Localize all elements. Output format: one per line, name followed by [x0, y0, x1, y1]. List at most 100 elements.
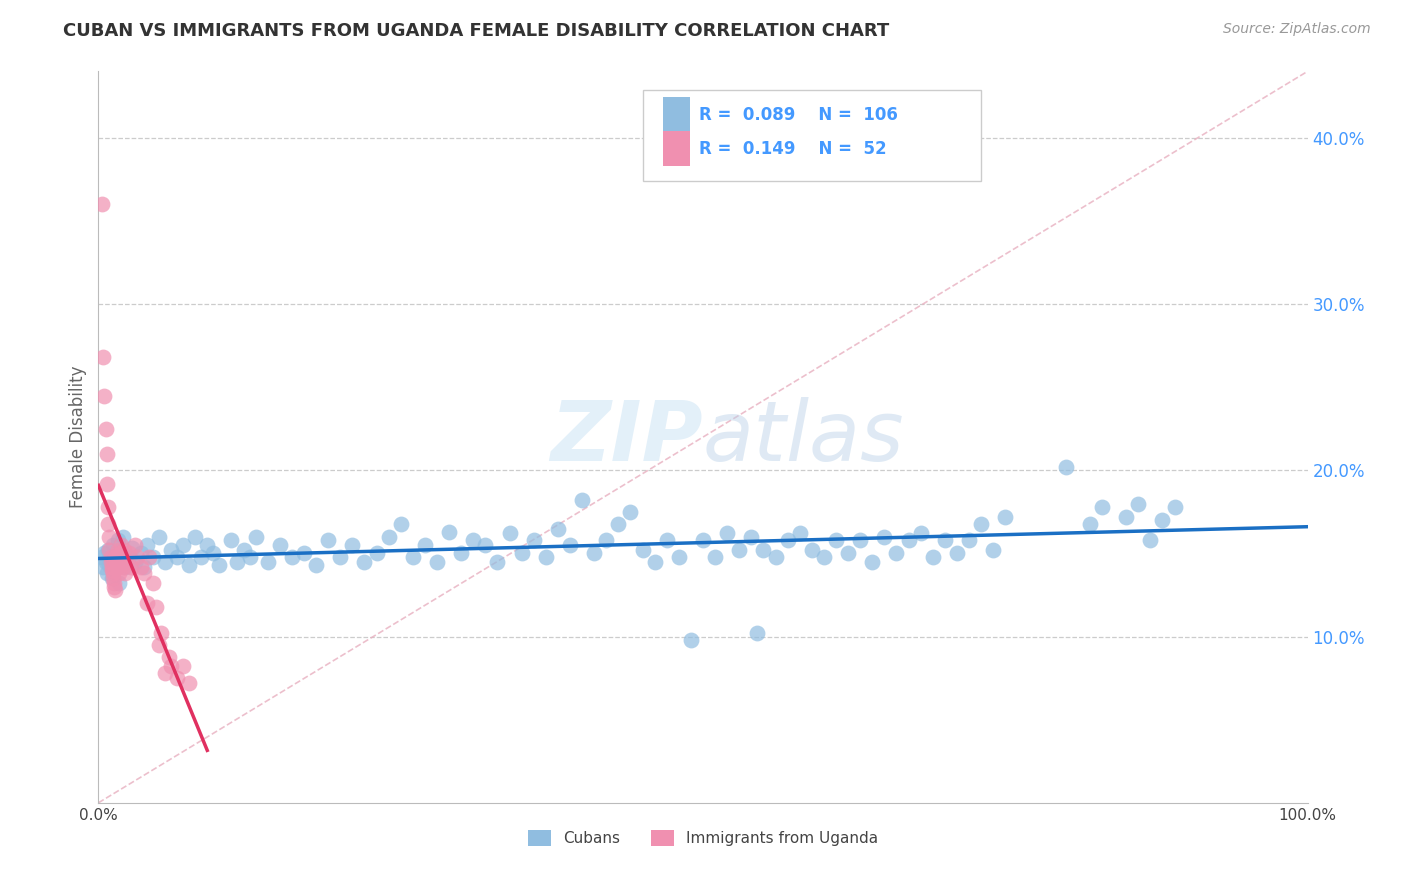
Point [789, 526, 811, 541]
Point [256, 555, 278, 569]
Point [970, 516, 993, 531]
Point [138, 549, 160, 564]
Point [583, 546, 606, 560]
Point [105, 555, 128, 569]
Point [825, 533, 848, 548]
FancyBboxPatch shape [664, 97, 690, 132]
Point [153, 555, 176, 569]
Point [134, 566, 156, 581]
Point [114, 566, 136, 581]
Point [127, 549, 149, 564]
Point [104, 549, 127, 564]
Point [160, 659, 183, 673]
Text: Source: ZipAtlas.com: Source: ZipAtlas.com [1223, 22, 1371, 37]
Point [547, 521, 569, 535]
Point [1091, 500, 1114, 514]
Point [145, 599, 167, 614]
Point [668, 549, 690, 564]
Point [377, 530, 399, 544]
Point [860, 555, 883, 569]
Text: R =  0.149    N =  52: R = 0.149 N = 52 [699, 140, 887, 158]
Point [96, 476, 118, 491]
Point [498, 526, 520, 541]
Point [107, 549, 129, 564]
Point [129, 546, 152, 560]
Point [837, 546, 859, 560]
Point [413, 538, 436, 552]
Point [108, 566, 131, 581]
Point [910, 526, 932, 541]
Point [97, 500, 120, 514]
Point [91, 549, 114, 564]
Point [108, 558, 131, 573]
Point [179, 558, 201, 573]
Point [897, 533, 920, 548]
Point [135, 596, 157, 610]
Point [112, 543, 135, 558]
Point [124, 538, 146, 552]
Point [101, 538, 124, 552]
Point [148, 638, 170, 652]
Point [100, 571, 122, 585]
Point [728, 543, 751, 558]
Point [103, 576, 125, 591]
Point [96, 566, 118, 581]
Point [342, 538, 364, 552]
Point [96, 447, 118, 461]
Point [595, 533, 617, 548]
Point [100, 551, 122, 566]
Point [740, 530, 762, 544]
Point [110, 549, 132, 564]
Point [486, 555, 509, 569]
Point [103, 563, 125, 577]
Point [124, 555, 146, 569]
Text: atlas: atlas [703, 397, 904, 477]
Point [692, 533, 714, 548]
Point [655, 533, 678, 548]
Y-axis label: Female Disability: Female Disability [69, 366, 87, 508]
Point [704, 549, 727, 564]
Point [1115, 509, 1137, 524]
Text: R =  0.089    N =  106: R = 0.089 N = 106 [699, 105, 898, 123]
Point [91, 351, 114, 365]
Point [179, 676, 201, 690]
Point [957, 533, 980, 548]
Point [450, 546, 472, 560]
Point [108, 546, 131, 560]
Point [765, 549, 787, 564]
Point [190, 549, 212, 564]
Point [142, 576, 165, 591]
Point [160, 543, 183, 558]
Legend: Cubans, Immigrants from Uganda: Cubans, Immigrants from Uganda [520, 822, 886, 854]
Point [118, 546, 141, 560]
Point [329, 549, 352, 564]
Point [463, 533, 485, 548]
Point [107, 543, 129, 558]
Point [115, 555, 138, 569]
Point [94, 422, 117, 436]
Point [104, 582, 127, 597]
Text: CUBAN VS IMMIGRANTS FROM UGANDA FEMALE DISABILITY CORRELATION CHART: CUBAN VS IMMIGRANTS FROM UGANDA FEMALE D… [63, 22, 890, 40]
Point [747, 626, 769, 640]
Point [402, 549, 425, 564]
Point [292, 546, 315, 560]
Point [98, 558, 121, 573]
Point [107, 533, 129, 548]
Point [886, 546, 908, 560]
Point [1163, 500, 1185, 514]
Point [1152, 513, 1174, 527]
Point [631, 543, 654, 558]
Point [97, 516, 120, 531]
Point [166, 671, 188, 685]
Point [245, 530, 267, 544]
Point [148, 530, 170, 544]
Point [118, 549, 141, 564]
Point [110, 538, 132, 552]
Point [281, 549, 304, 564]
Point [108, 546, 131, 560]
Text: ZIP: ZIP [550, 397, 703, 477]
Point [111, 549, 134, 564]
Point [305, 558, 328, 573]
Point [195, 538, 218, 552]
Point [98, 543, 121, 558]
